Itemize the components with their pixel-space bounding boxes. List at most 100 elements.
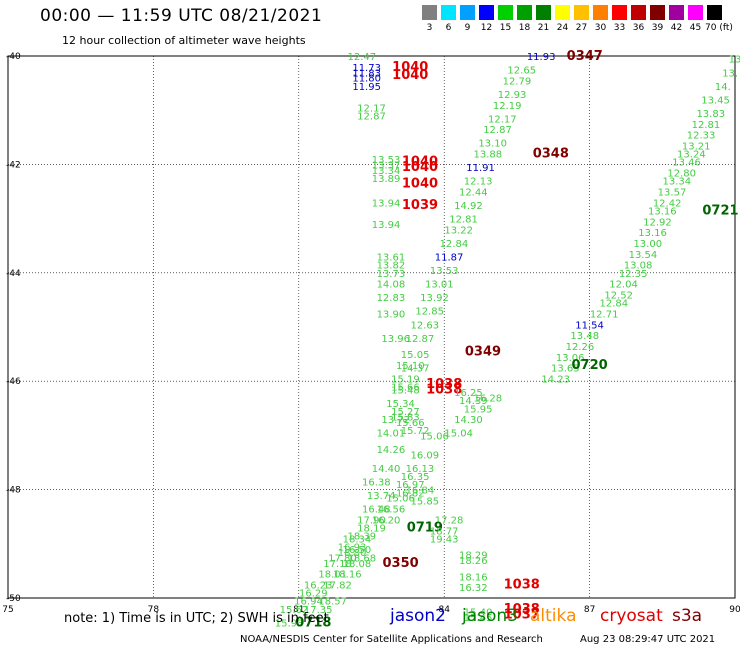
data-point-label: 16.09 [410,450,439,461]
data-point-label: 15.05 [401,350,430,361]
data-point-label: 12.52 [604,290,633,301]
data-point-label: 13. [722,68,738,79]
data-point-label: 13.88 [473,150,502,161]
data-point-label: 13.48 [570,331,599,342]
data-point-label: 15.66 [391,383,420,394]
data-point-label: 13.73 [377,269,406,280]
scale-label: 15 [499,23,512,33]
data-point-label: 16.13 [406,464,435,475]
data-point-label: 12.13 [464,177,493,188]
data-point-label: 12.04 [609,280,638,291]
data-point-label: 1039 [402,198,438,213]
data-point-label: 13.72 [381,415,410,426]
data-point-label: 15.10 [396,361,425,372]
data-point-label: 17.28 [435,515,464,526]
data-point-label: 16.50 [343,545,372,556]
data-point-label: 13.00 [633,239,662,250]
y-tick-label: -50 [6,594,21,604]
data-point-label: 12.44 [459,188,488,199]
data-point-label: 12.65 [507,66,536,77]
data-point-label: 12.81 [692,120,721,131]
scale-label: 36 [632,23,645,33]
data-point-label: 15.04 [444,429,473,440]
legend-item-s3a: s3a [672,606,703,626]
data-point-label: 12.85 [415,307,444,318]
data-point-label: 13.90 [377,309,406,320]
data-point-label: 18.77 [430,526,459,537]
data-point-label: 11.54 [575,320,604,331]
note-text: note: 1) Time is in UTC; 2) SWH is in fe… [64,611,329,626]
data-point-label: 16.32 [459,583,488,594]
data-point-label: 17.90 [357,515,386,526]
data-point-label: 13.46 [672,158,701,169]
data-point-label: 0348 [533,147,569,162]
scale-label: 18 [518,23,531,33]
scale-swatch [688,5,703,20]
chart-title: 00:00 — 11:59 UTC 08/21/2021 [40,6,323,26]
scale-label: 24 [556,23,569,33]
scale-swatch [460,5,475,20]
data-point-label: 1040 [402,160,438,175]
data-point-label: 15.83 [391,412,420,423]
data-point-label: 14.23 [541,374,570,385]
data-point-label: 14.37 [401,364,430,375]
data-point-label: 13.65 [551,364,580,375]
data-point-label: 16.82 [396,488,425,499]
y-tick-label: -46 [6,377,21,387]
data-point-label: 18.29 [459,551,488,562]
data-point-label: 12.33 [687,131,716,142]
data-point-label: 13.53 [430,266,459,277]
data-point-label: 15.06 [420,431,449,442]
scale-label: 3 [426,23,433,33]
x-tick-label: 84 [438,605,450,615]
data-point-label: 1040 [402,155,438,170]
data-point-label: 13.94 [372,198,401,209]
data-point-label: 12.79 [503,76,532,87]
data-point-label: 15.45 [464,613,493,624]
data-point-label: 14.30 [454,415,483,426]
data-point-label: 11.91 [466,163,495,174]
legend-item-jason3: jason3 [462,606,518,626]
data-point-label: 12.17 [357,103,386,114]
data-point-label: 13.08 [624,261,653,272]
data-point-label: 0347 [567,49,603,64]
scale-swatch [422,5,437,20]
data-point-label: 13.96 [381,334,410,345]
data-point-label: 13.37 [372,160,401,171]
timestamp-text: Aug 23 08:29:47 UTC 2021 [580,634,716,645]
data-points: 12.4711.7311.8311.8011.951040104012.1712… [275,49,740,630]
data-point-label: 13.83 [696,109,725,120]
data-point-label: 1038 [426,377,462,392]
scale-label: 39 [651,23,664,33]
data-point-label: 18.57 [318,597,347,608]
data-point-label: 12.83 [377,293,406,304]
data-point-label: 16.29 [299,589,328,600]
data-point-label: 1040 [402,176,438,191]
data-point-label: 17.82 [323,580,352,591]
data-point-label: 12.92 [643,217,672,228]
scale-swatch [498,5,513,20]
scale-swatch [574,5,589,20]
scale-label: 21 [537,23,550,33]
data-point-label: 16.28 [473,393,502,404]
data-point-label: 14.26 [377,445,406,456]
data-point-label: 12.47 [347,52,376,63]
scale-swatch [536,5,551,20]
data-point-label: 16.56 [377,505,406,516]
data-point-label: 14.92 [454,201,483,212]
data-point-label: 14.39 [459,396,488,407]
data-point-label: 12.63 [410,320,439,331]
data-point-label: 1037 [504,607,540,622]
data-point-label: 17.18 [323,559,352,570]
data-point-label: 13.89 [372,174,401,185]
data-point-label: 15.93 [275,618,304,629]
data-point-label: 15.66 [396,418,425,429]
scale-label: 12 [480,23,493,33]
data-point-label: 0720 [572,358,608,373]
scale-swatch [650,5,665,20]
data-point-label: 13.74 [367,491,396,502]
data-point-label: 18.16 [459,572,488,583]
data-point-label: 15.72 [401,426,430,437]
data-point-label: 12.84 [600,299,629,310]
legend-item-cryosat: cryosat [600,606,663,626]
